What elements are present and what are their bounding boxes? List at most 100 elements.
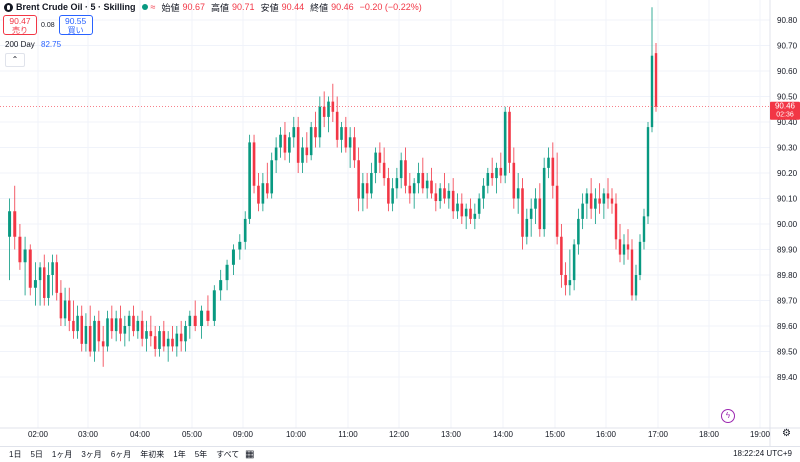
candle (610, 188, 614, 214)
candle-body (469, 208, 472, 219)
candle-body (13, 211, 17, 237)
candle-body (153, 336, 157, 349)
period-button[interactable]: 1年 (173, 450, 186, 459)
period-button[interactable]: 3ヶ月 (81, 450, 102, 459)
candle-body (395, 178, 399, 189)
candle-body (634, 275, 638, 296)
period-button[interactable]: 1ヶ月 (51, 450, 73, 459)
candle-body (23, 249, 27, 263)
candle (80, 305, 83, 352)
candle (231, 244, 235, 275)
candle-body (451, 190, 455, 212)
period-button[interactable]: すべて (216, 450, 240, 459)
candle-body (606, 193, 610, 199)
clock-readout[interactable]: 18:22:24 UTC+9 (733, 449, 792, 458)
y-tick-label: 89.70 (777, 297, 798, 306)
period-button[interactable]: 5年 (194, 450, 208, 459)
candle (495, 162, 498, 194)
candle (404, 147, 407, 194)
collapse-legend-button[interactable]: ⌃ (5, 53, 25, 67)
candle-body (238, 241, 242, 250)
indicator-name: 200 Day (5, 40, 35, 49)
candle-body (212, 290, 216, 321)
candle-body (175, 333, 179, 347)
candle (408, 173, 412, 204)
candle-body (179, 333, 183, 342)
sell-button[interactable]: 90.47 売り (3, 15, 37, 35)
candle-body (521, 188, 524, 237)
y-tick-label: 90.60 (777, 67, 798, 76)
candle-body (88, 326, 92, 352)
candle-body (162, 331, 166, 347)
candle-body (495, 167, 498, 179)
candle (175, 326, 179, 357)
candle-body (417, 173, 420, 184)
candle-body (365, 183, 369, 194)
candle-body (486, 173, 490, 186)
candle (119, 305, 122, 342)
high-value: 90.71 (232, 2, 255, 12)
calendar-icon[interactable]: ▦ (245, 449, 255, 460)
candle-body (114, 318, 118, 332)
symbol-title[interactable]: Brent Crude Oil · 5 · Skilling (16, 2, 136, 12)
time-axis[interactable]: 02:00 03:00 04:00 05:00 09:00 10:00 11:00 12:00… (0, 427, 800, 439)
indicator-legend[interactable]: 200 Day 82.75 (5, 40, 61, 49)
candle-body (43, 267, 46, 298)
buy-button[interactable]: 90.55 買い (58, 15, 93, 35)
candle (13, 185, 17, 250)
candle-body (28, 249, 32, 288)
candle-body (564, 275, 567, 286)
candle (534, 188, 537, 224)
candle-body (231, 249, 235, 265)
candle (309, 122, 313, 161)
candle (460, 193, 464, 224)
candle-body (292, 127, 296, 138)
candle-body (335, 111, 339, 140)
candle-body (219, 280, 223, 291)
candle-body (76, 315, 79, 332)
candle (499, 152, 503, 184)
candle (425, 173, 429, 199)
candle (551, 142, 555, 199)
y-tick-label: 89.40 (777, 373, 798, 382)
candle (382, 147, 386, 186)
period-button[interactable]: 6ヶ月 (110, 450, 132, 459)
candle (248, 134, 251, 224)
candle-body (327, 101, 330, 117)
candle (318, 96, 322, 148)
candle (438, 183, 442, 209)
trade-panel: 90.47 売り 0.08 90.55 買い (3, 15, 93, 35)
period-button[interactable]: 年初来 (140, 450, 165, 459)
candle (93, 315, 96, 362)
candle (322, 91, 326, 128)
candle-body (408, 185, 412, 194)
period-button[interactable]: 5日 (30, 450, 43, 459)
flash-icon[interactable]: ϟ (721, 409, 735, 423)
candle-body (33, 280, 37, 288)
candle-body (127, 315, 131, 326)
candle (114, 310, 118, 342)
sell-price: 90.47 (9, 16, 31, 26)
candle (106, 310, 109, 352)
candle (158, 326, 161, 357)
candle (638, 234, 642, 281)
candle-body (8, 211, 12, 237)
candle (123, 315, 127, 347)
open-label: 始値 (161, 2, 180, 13)
candle (88, 305, 92, 357)
candlestick-chart[interactable]: 90.80 90.70 90.60 90.50 90.40 90.30 90.20 90.10… (0, 0, 800, 446)
price-axis[interactable]: 90.80 90.70 90.60 90.50 90.40 90.30 90.20 90.10… (769, 0, 798, 446)
candle-body (378, 152, 382, 163)
candle (618, 224, 622, 263)
candle-body (305, 147, 309, 156)
candle (145, 320, 148, 352)
period-button[interactable]: 1日 (9, 450, 22, 459)
candle (477, 193, 481, 219)
candle (68, 287, 71, 332)
candle-body (265, 183, 269, 194)
candle (456, 193, 459, 219)
gear-icon[interactable]: ⚙ (782, 428, 791, 439)
price-tag-box (770, 101, 800, 120)
y-tick-label: 90.80 (777, 16, 798, 25)
candle (387, 167, 390, 212)
